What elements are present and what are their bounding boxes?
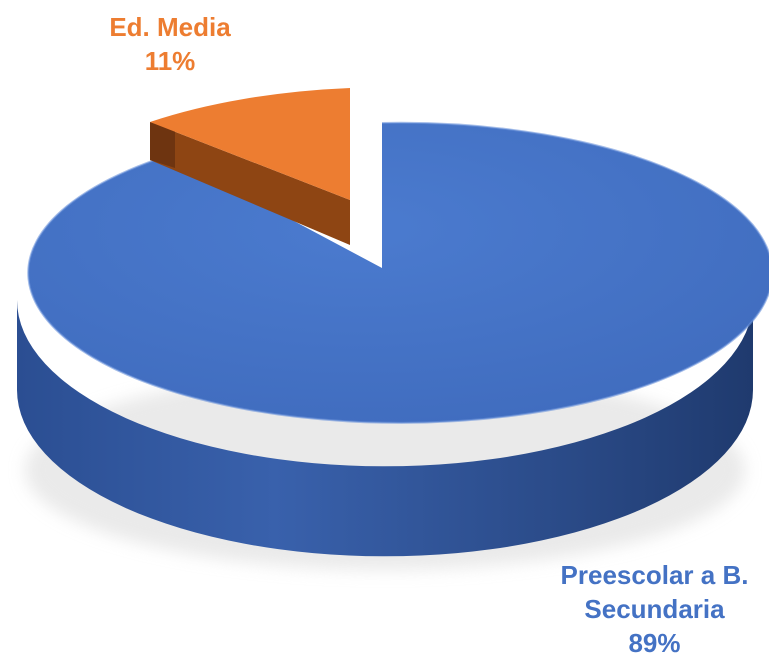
slice-preescolar-side [17,300,753,557]
label-ed-media-value: 11% [144,46,196,76]
label-preescolar-line1: Preescolar a B. [560,560,749,590]
label-preescolar-line2: Secundaria [584,594,725,624]
slice-media-side-shade [150,122,175,168]
slice-media-top [150,88,350,200]
slice-preescolar-top [28,122,769,423]
label-preescolar-value: 89% [628,628,681,658]
label-ed-media-name: Ed. Media [109,12,231,42]
label-preescolar: Preescolar a B. Secundaria 89% [540,558,769,660]
slice-preescolar-rim [27,121,769,424]
slice-media-side [150,122,350,245]
label-ed-media: Ed. Media 11% [60,10,280,78]
